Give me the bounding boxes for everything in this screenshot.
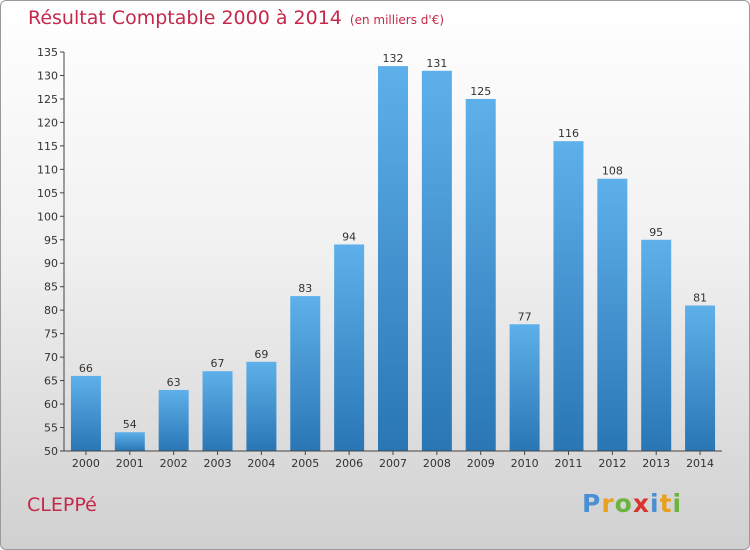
y-tick-label: 135 [37,46,58,59]
bar-value-label: 67 [211,357,225,370]
bar-2011[interactable] [553,141,584,451]
y-tick-label: 125 [37,93,58,106]
bar-value-label: 95 [649,226,663,239]
bar-value-label: 125 [470,85,491,98]
bar-value-label: 131 [426,57,447,70]
x-tick-label: 2011 [554,457,582,470]
bar-value-label: 81 [693,291,707,304]
bar-value-label: 66 [79,362,93,375]
x-tick-label: 2010 [511,457,539,470]
x-tick-label: 2009 [467,457,495,470]
bar-value-label: 132 [383,52,404,65]
y-tick-label: 75 [44,328,58,341]
x-tick-label: 2014 [686,457,714,470]
y-tick-label: 105 [37,187,58,200]
bar-2008[interactable] [421,70,452,451]
y-tick-label: 100 [37,210,58,223]
bar-2010[interactable] [509,324,540,451]
bar-value-label: 94 [342,230,356,243]
bar-value-label: 116 [558,127,579,140]
y-tick-label: 130 [37,69,58,82]
bars: 66 54 63 67 69 83 94 132 131 125 77 116 108 95 81 [70,52,716,452]
y-tick-label: 60 [44,398,58,411]
x-tick-label: 2006 [335,457,363,470]
x-tick-label: 2002 [160,457,188,470]
bar-2000[interactable] [70,375,101,451]
y-tick-label: 95 [44,234,58,247]
bar-value-label: 83 [298,282,312,295]
y-tick-label: 55 [44,422,58,435]
proxiti-logo[interactable]: Proxiti [582,489,682,518]
y-tick-label: 65 [44,375,58,388]
bar-value-label: 54 [123,418,137,431]
logo-letter: P [582,489,602,518]
chart-title: Résultat Comptable 2000 à 2014 (en millie… [28,7,444,29]
bar-2004[interactable] [246,361,277,451]
logo-letter: o [614,489,633,518]
y-tick-label: 115 [37,140,58,153]
bar-2012[interactable] [597,178,628,451]
x-tick-label: 2005 [291,457,319,470]
x-tick-label: 2003 [204,457,232,470]
x-tick-label: 2000 [72,457,100,470]
x-tick-label: 2008 [423,457,451,470]
y-tick-label: 120 [37,116,58,129]
bar-2014[interactable] [685,305,716,451]
bar-value-label: 69 [254,348,268,361]
bar-2013[interactable] [641,239,672,451]
y-tick-label: 90 [44,257,58,270]
logo-letter: t [659,489,673,518]
x-axis: 2000 2001 2002 2003 2004 2005 2006 2007 2008 2009… [64,450,722,470]
x-tick-label: 2012 [598,457,626,470]
bar-value-label: 108 [602,165,623,178]
bar-2001[interactable] [114,432,145,451]
chart-unit: (en milliers d'€) [349,13,445,27]
x-tick-label: 2001 [116,457,144,470]
x-tick-label: 2007 [379,457,407,470]
y-tick-label: 50 [44,445,58,458]
logo-letter: i [672,489,683,518]
logo-letter: i [650,489,660,518]
logo-letter: x [632,489,650,518]
bar-2006[interactable] [334,244,365,451]
bar-value-label: 63 [167,376,181,389]
y-tick-label: 110 [37,163,58,176]
bar-2007[interactable] [378,66,408,452]
logo-letter: r [601,489,615,518]
x-tick-label: 2013 [642,457,670,470]
x-tick-label: 2004 [247,457,275,470]
y-tick-label: 70 [44,351,58,364]
bar-2005[interactable] [290,296,321,451]
y-axis: 50 55 60 65 70 75 80 85 90 95 100 105 110 115 120 125 13… [37,46,65,458]
bar-2002[interactable] [158,389,189,451]
place-name: CLEPPé [27,494,97,516]
y-tick-label: 80 [44,304,58,317]
bar-2009[interactable] [465,98,496,452]
y-tick-label: 85 [44,281,58,294]
chart-title-text: Résultat Comptable 2000 à 2014 [28,7,342,29]
bar-2003[interactable] [202,371,233,451]
bar-value-label: 77 [518,310,532,323]
